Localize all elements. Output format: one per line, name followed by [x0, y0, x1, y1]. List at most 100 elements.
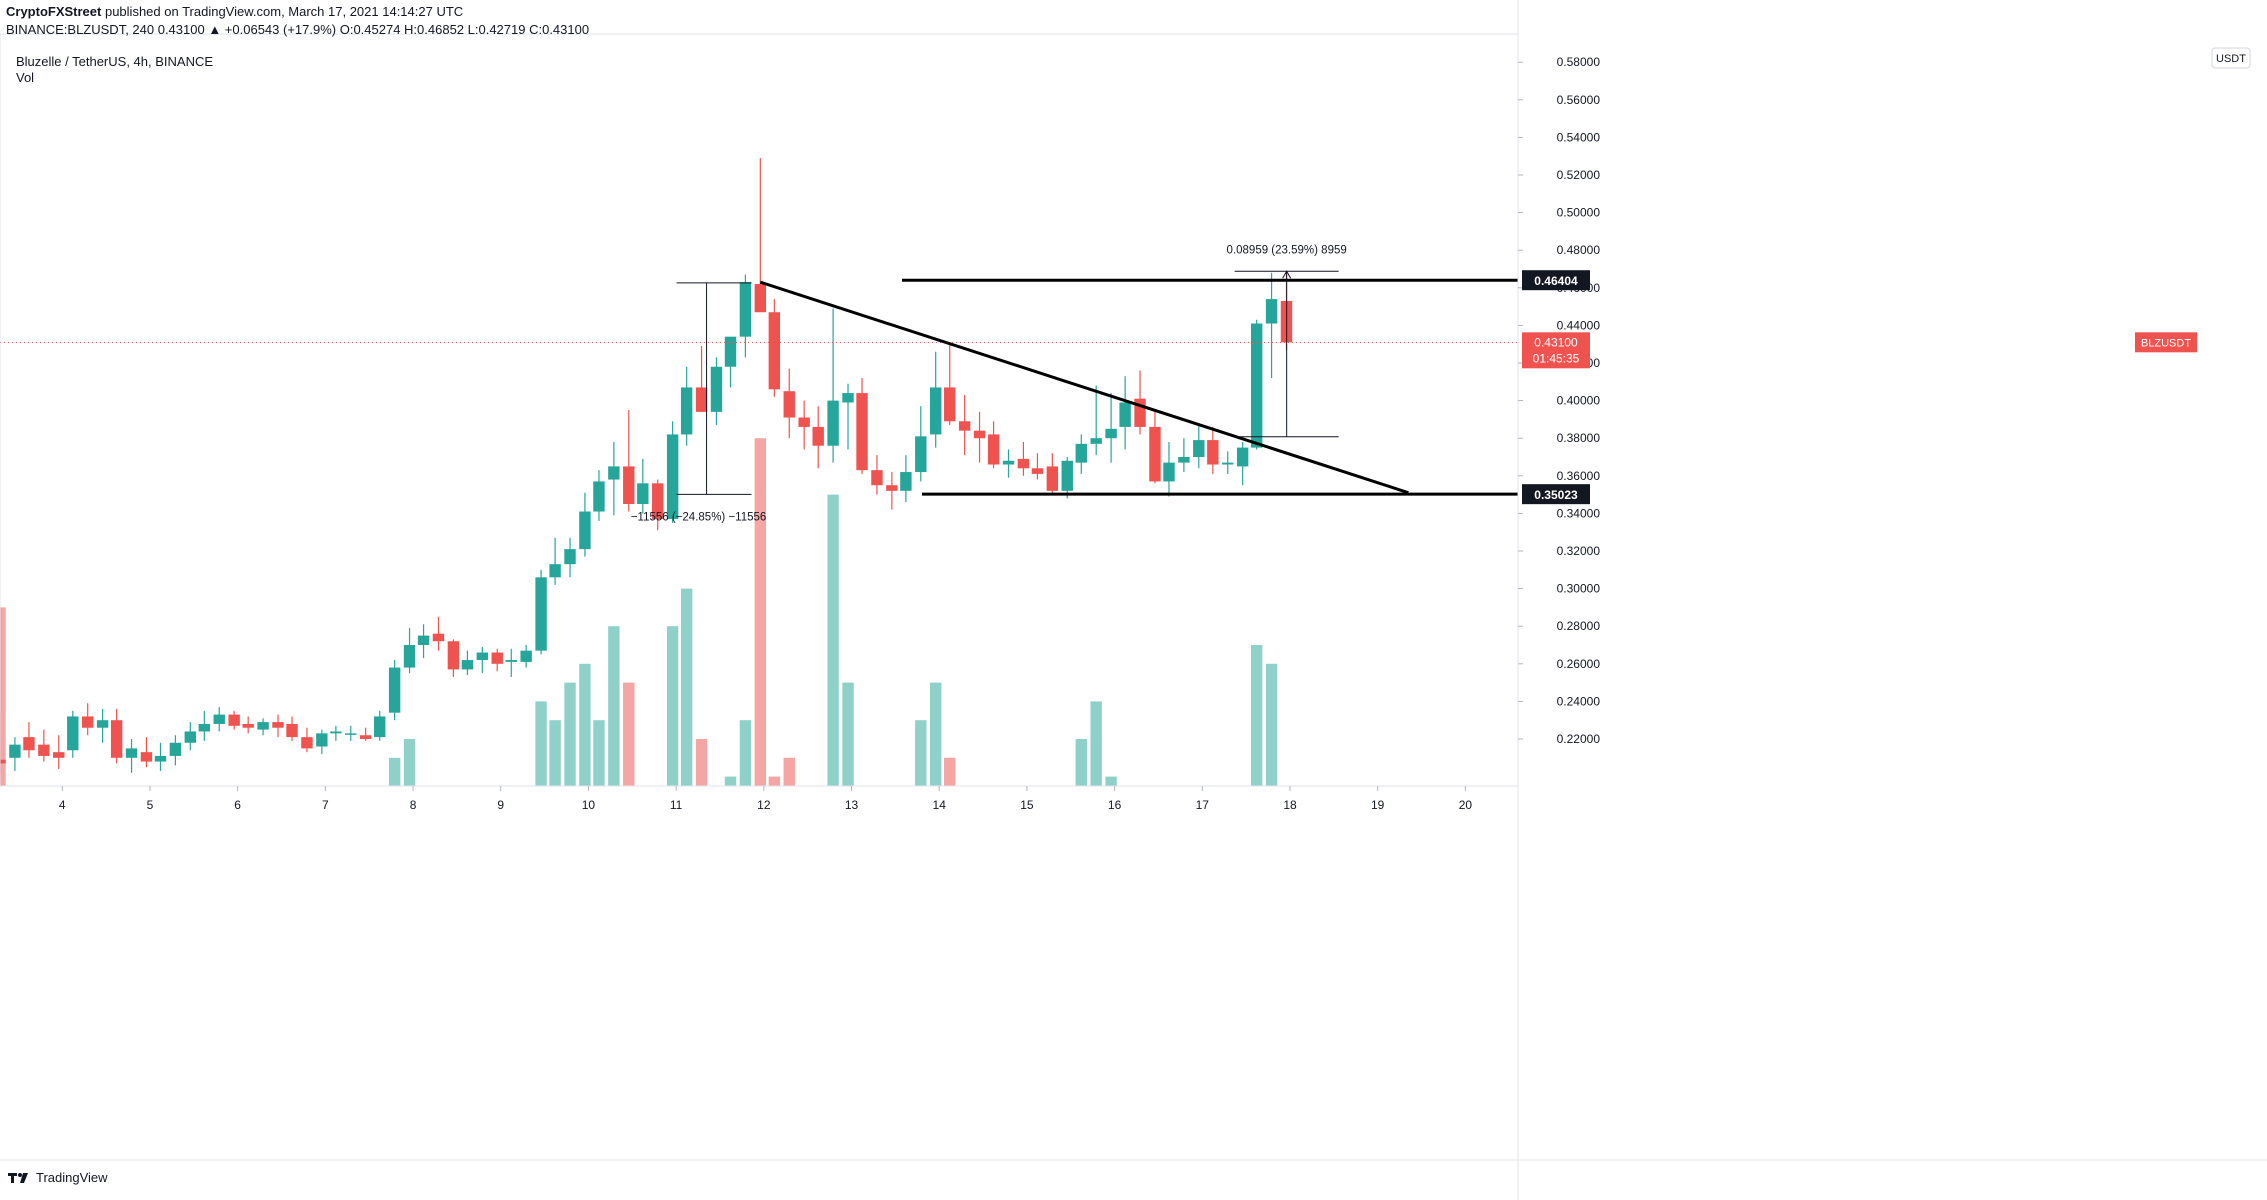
candle-body	[301, 737, 313, 749]
candle-body	[637, 483, 649, 504]
volume-bar	[768, 776, 781, 786]
date-tick-label: 6	[234, 798, 241, 812]
date-tick-label: 12	[757, 798, 771, 812]
date-tick-label: 19	[1371, 798, 1385, 812]
candle-body	[1090, 438, 1102, 444]
volume-bar	[695, 739, 708, 786]
price-tick-label: 0.56000	[1557, 93, 1601, 107]
currency-box	[2211, 47, 2251, 69]
candle-body	[374, 716, 386, 738]
volume-bar	[783, 757, 795, 786]
volume-bar	[680, 588, 693, 786]
candle-body	[228, 714, 240, 726]
candle-body	[958, 421, 971, 431]
measure-up-label: 0.08959 (23.59%) 8959	[1227, 244, 1347, 256]
candle-body	[67, 716, 79, 751]
volume-bar	[388, 757, 401, 786]
publish-header: CryptoFXStreet published on TradingView.…	[6, 4, 463, 19]
candle-body	[754, 284, 767, 313]
candle-body	[345, 733, 357, 735]
price-tick-label: 0.50000	[1557, 206, 1601, 220]
volume-bar	[842, 682, 854, 786]
volume-bar	[1075, 739, 1087, 786]
price-tick-label: 0.34000	[1557, 506, 1601, 520]
candle-body	[1193, 440, 1205, 457]
candle-body	[316, 733, 328, 747]
candle-body	[491, 652, 503, 664]
candle-body	[1163, 462, 1175, 482]
candle-body	[0, 759, 6, 764]
candle-body	[272, 722, 284, 728]
volume-bar	[915, 720, 927, 786]
volume-bar	[1090, 701, 1102, 786]
candle-body	[710, 366, 723, 412]
date-tick-label: 13	[845, 798, 859, 812]
support-price-label: 0.35023	[1534, 488, 1578, 502]
candle-body	[1061, 460, 1073, 491]
candle-body	[871, 470, 883, 486]
candle-body	[1207, 440, 1219, 465]
candle-body	[1017, 458, 1030, 469]
candle-body	[724, 336, 737, 367]
volume-bars	[0, 438, 1278, 786]
candle-body	[900, 472, 912, 491]
candle-body	[330, 731, 342, 734]
symbol-tag-bg	[2135, 332, 2197, 353]
candle-body	[812, 426, 824, 446]
last-price-label: 0.43100	[1534, 335, 1578, 349]
volume-bar	[0, 607, 6, 786]
volume-bar	[827, 494, 839, 786]
candle-body	[564, 549, 576, 565]
candle-body	[1222, 462, 1234, 465]
price-tick-label: 0.48000	[1557, 243, 1601, 257]
candle-body	[53, 752, 65, 758]
candle-body	[768, 312, 781, 390]
candle-body	[886, 485, 898, 491]
date-tick-label: 14	[933, 798, 947, 812]
date-tick-label: 10	[582, 798, 596, 812]
volume-bar	[549, 720, 561, 786]
volume-legend[interactable]: Vol	[16, 70, 35, 85]
date-tick-label: 20	[1459, 798, 1473, 812]
candle-body	[447, 641, 460, 670]
price-tick-label: 0.26000	[1557, 657, 1601, 671]
candle-body	[1119, 402, 1131, 427]
candle-body	[110, 720, 123, 758]
volume-bar	[1105, 776, 1117, 786]
volume-bar	[1250, 645, 1263, 786]
price-tick-label: 0.58000	[1557, 55, 1601, 69]
price-tick-label: 0.30000	[1557, 582, 1601, 596]
candle-body	[593, 481, 605, 512]
price-tick-label: 0.32000	[1557, 544, 1601, 558]
volume-bar	[930, 682, 942, 786]
price-tick-label: 0.36000	[1557, 469, 1601, 483]
date-tick-label: 16	[1108, 798, 1122, 812]
candle-body	[520, 650, 532, 662]
volume-bar	[608, 626, 620, 786]
measure-down-label: −11556 (−24.85%) −11556	[631, 511, 766, 523]
candle-body	[973, 430, 986, 439]
candle-body	[461, 660, 474, 670]
candle-body	[1149, 426, 1161, 482]
symbol-legend[interactable]: Bluzelle / TetherUS, 4h, BINANCE	[16, 54, 214, 69]
candle-body	[432, 633, 445, 642]
candle-body	[623, 466, 635, 504]
candle-body	[930, 387, 942, 435]
candle-body	[96, 720, 109, 728]
volume-bar	[944, 757, 956, 786]
footer: TradingView	[8, 1170, 108, 1185]
volume-bar	[579, 663, 591, 786]
candle-body	[417, 635, 430, 645]
candle-body	[652, 483, 664, 520]
candle-body	[798, 417, 810, 427]
candle-body	[1178, 457, 1190, 463]
candle-body	[140, 752, 153, 762]
price-tick-label: 0.22000	[1557, 732, 1601, 746]
volume-bar	[623, 682, 635, 786]
candle-body	[1031, 468, 1044, 474]
candle-body	[549, 564, 561, 578]
date-tick-label: 9	[497, 798, 504, 812]
candle-body	[1046, 466, 1059, 491]
trendline	[759, 280, 1409, 495]
